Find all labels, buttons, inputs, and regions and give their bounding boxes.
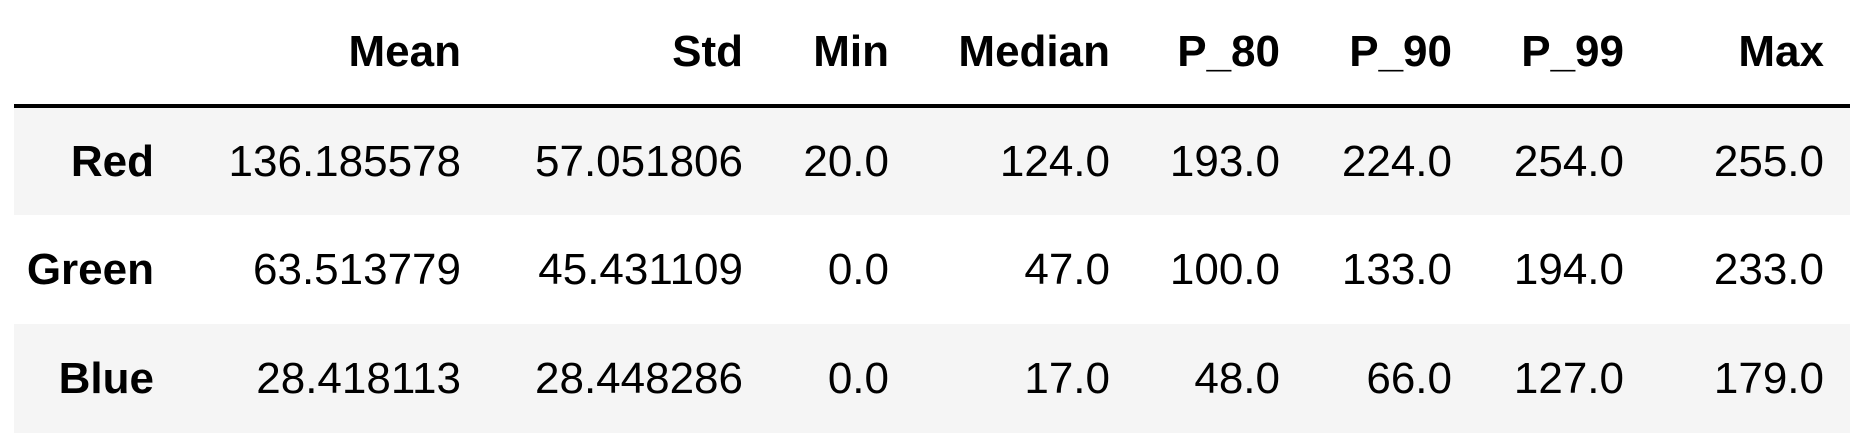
cell-mean: 28.418113 [256,353,461,403]
table-row-red: Red 136.185578 57.051806 20.0 124.0 193.… [14,106,1850,215]
cell-p80: 100.0 [1169,244,1280,294]
cell-p80: 193.0 [1169,136,1280,186]
cell-p90: 224.0 [1341,136,1452,186]
cell-p80: 48.0 [1194,353,1280,403]
cell-p99: 127.0 [1513,353,1624,403]
index-header [14,0,180,108]
cell-median: 47.0 [1024,244,1110,294]
cell-max: 255.0 [1713,136,1824,186]
header-row: Mean Std Min Median P_80 P_90 P_99 Max [14,0,1850,108]
column-header-mean: Mean [180,0,487,108]
dataframe-output: Mean Std Min Median P_80 P_90 P_99 Max R… [14,0,1850,433]
cell-std: 45.431109 [538,244,743,294]
column-header-max: Max [1650,0,1850,108]
cell-min: 0.0 [827,244,889,294]
column-header-p99: P_99 [1478,0,1650,108]
cell-mean: 63.513779 [253,244,461,294]
cell-median: 124.0 [999,136,1110,186]
row-label: Green [26,244,154,294]
cell-min: 0.0 [827,353,889,403]
stats-table: Mean Std Min Median P_80 P_90 P_99 Max R… [14,0,1850,433]
table-row-blue: Blue 28.418113 28.448286 0.0 17.0 48.0 6… [14,324,1850,433]
column-header-p80: P_80 [1136,0,1306,108]
cell-max: 233.0 [1713,244,1824,294]
table-row-green: Green 63.513779 45.431109 0.0 47.0 100.0… [14,215,1850,324]
column-header-p90: P_90 [1306,0,1478,108]
column-header-std: Std [487,0,769,108]
cell-std: 28.448286 [535,353,743,403]
cell-p99: 254.0 [1513,136,1624,186]
cell-mean: 136.185578 [228,136,461,186]
cell-p90: 66.0 [1366,353,1452,403]
row-label: Blue [58,353,154,403]
cell-min: 20.0 [803,136,889,186]
column-header-median: Median [915,0,1136,108]
cell-max: 179.0 [1713,353,1824,403]
cell-std: 57.051806 [535,136,743,186]
column-header-min: Min [769,0,915,108]
cell-p90: 133.0 [1341,244,1452,294]
row-label: Red [70,136,154,186]
cell-p99: 194.0 [1513,244,1624,294]
cell-median: 17.0 [1024,353,1110,403]
